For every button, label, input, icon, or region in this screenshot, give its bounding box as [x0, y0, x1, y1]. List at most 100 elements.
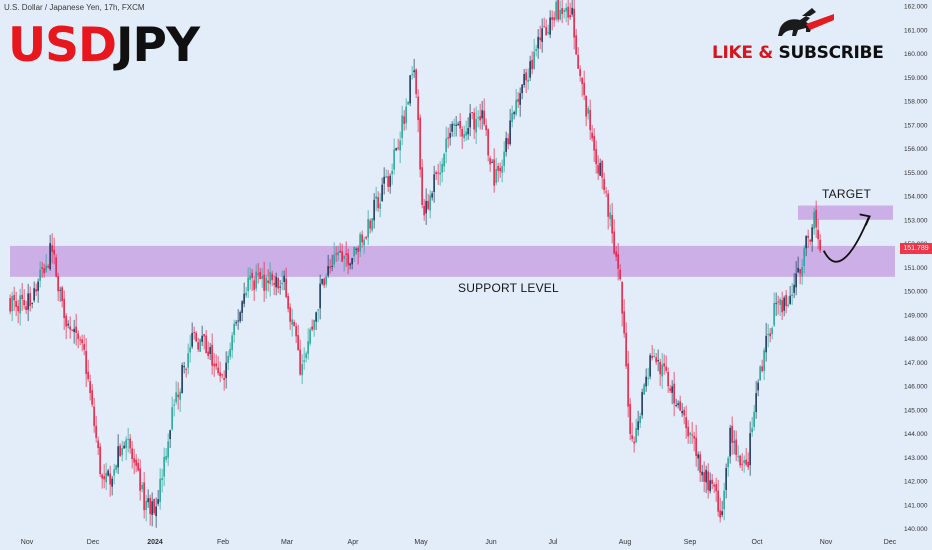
- candle-body: [745, 459, 747, 465]
- candle-body: [639, 415, 641, 423]
- target-label: TARGET: [822, 186, 871, 201]
- y-tick-label: 155.000: [904, 170, 928, 177]
- candle-body: [477, 117, 479, 119]
- current-price-tag: 151.789: [900, 243, 932, 255]
- candle-body: [613, 231, 615, 254]
- candle-body: [515, 99, 517, 115]
- candle-body: [443, 153, 445, 167]
- projection-layer: [822, 213, 871, 263]
- candle-body: [183, 366, 185, 368]
- candle-body: [663, 363, 665, 367]
- candle-body: [525, 72, 527, 81]
- candle-body: [269, 272, 271, 285]
- candle-body: [775, 303, 777, 305]
- y-tick-label: 159.000: [904, 75, 928, 82]
- candle-body: [203, 334, 205, 337]
- y-tick-label: 142.000: [904, 479, 928, 486]
- candle-body: [559, 9, 561, 20]
- x-tick-label: Nov: [820, 539, 833, 546]
- candle-body: [325, 276, 327, 285]
- candle-body: [315, 312, 317, 322]
- candle-body: [305, 353, 307, 358]
- candle-body: [811, 227, 813, 242]
- candle-body: [469, 113, 471, 128]
- candle-body: [357, 247, 359, 252]
- candle-body: [555, 1, 557, 20]
- candle-body: [471, 111, 473, 113]
- candle-body: [503, 151, 505, 166]
- candle-body: [793, 284, 795, 293]
- candle-body: [449, 133, 451, 138]
- candle-body: [435, 172, 437, 175]
- ticker-quote: JPY: [116, 18, 200, 73]
- candle-body: [101, 474, 103, 479]
- projection-line: [822, 217, 870, 263]
- candle-body: [783, 297, 785, 311]
- x-tick-label: Oct: [752, 539, 763, 546]
- candle-body: [569, 15, 571, 18]
- candle-body: [703, 472, 705, 482]
- candle-body: [57, 275, 59, 292]
- y-tick-label: 153.000: [904, 217, 928, 224]
- candle-body: [379, 203, 381, 209]
- candle-body: [339, 250, 341, 253]
- candle-body: [83, 344, 85, 350]
- candle-body: [655, 357, 657, 363]
- candle-body: [219, 372, 221, 377]
- candle-body: [779, 299, 781, 305]
- candle-body: [29, 293, 31, 307]
- candle-body: [87, 371, 89, 380]
- candle-body: [497, 165, 499, 171]
- candle-body: [375, 196, 377, 199]
- candle-body: [627, 363, 629, 407]
- candle-body: [817, 230, 819, 240]
- candle-body: [473, 112, 475, 130]
- candle-body: [323, 278, 325, 286]
- candle-body: [447, 137, 449, 139]
- candle-body: [585, 95, 587, 117]
- like-subscribe-banner[interactable]: LIKE & SUBSCRIBE: [712, 45, 884, 62]
- candle-body: [395, 148, 397, 151]
- candle-body: [593, 135, 595, 151]
- candle-body: [93, 406, 95, 426]
- candle-body: [33, 288, 35, 301]
- candle-body: [81, 339, 83, 344]
- candle-body: [61, 287, 63, 302]
- x-tick-label: Nov: [21, 539, 34, 546]
- candle-body: [381, 184, 383, 202]
- candle-body: [31, 303, 33, 305]
- candle-body: [649, 355, 651, 377]
- y-tick-label: 148.000: [904, 336, 928, 343]
- candle-body: [507, 138, 509, 145]
- candle-body: [347, 253, 349, 265]
- candle-body: [359, 234, 361, 252]
- candle-body: [39, 269, 41, 281]
- candle-body: [295, 326, 297, 337]
- candle-body: [797, 267, 799, 273]
- candle-body: [167, 441, 169, 458]
- candle-body: [489, 158, 491, 165]
- candle-body: [547, 31, 549, 34]
- candle-body: [141, 484, 143, 490]
- candle-body: [47, 266, 49, 268]
- candle-body: [565, 7, 567, 12]
- candle-body: [313, 319, 315, 330]
- candles-layer: [9, 0, 821, 528]
- candle-body: [807, 235, 809, 238]
- candle-body: [765, 335, 767, 353]
- candle-body: [239, 312, 241, 322]
- candle-body: [723, 490, 725, 510]
- candle-body: [679, 401, 681, 411]
- candle-body: [735, 439, 737, 456]
- candle-body: [741, 463, 743, 465]
- candle-body: [727, 458, 729, 468]
- candle-body: [41, 267, 43, 269]
- candle-body: [495, 168, 497, 183]
- y-tick-label: 143.000: [904, 455, 928, 462]
- candle-body: [553, 17, 555, 21]
- candle-body: [781, 300, 783, 313]
- candle-body: [413, 70, 415, 73]
- candle-body: [77, 333, 79, 339]
- candle-body: [589, 109, 591, 131]
